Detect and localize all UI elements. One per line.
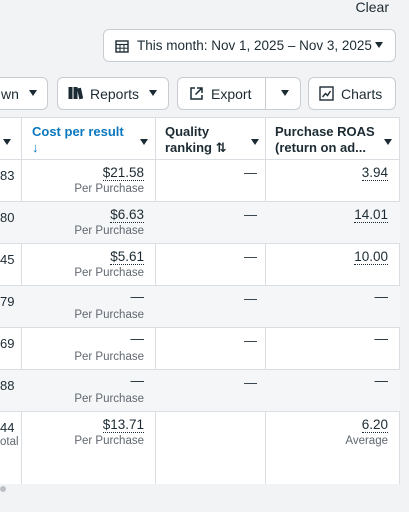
export-button[interactable]: Export xyxy=(177,77,301,110)
total-cost-type: Per Purchase xyxy=(74,435,144,447)
quality-ranking-value: — xyxy=(244,249,257,264)
export-divider xyxy=(265,78,266,109)
export-label: Export xyxy=(211,85,252,102)
quality-ranking-value: — xyxy=(244,207,257,222)
cost-per-result-type: Per Purchase xyxy=(74,309,144,321)
cost-per-result-type: Per Purchase xyxy=(74,351,144,363)
table-row[interactable]: 83 $21.58 Per Purchase — 3.94 xyxy=(0,159,400,201)
quality-ranking-value: — xyxy=(244,165,257,180)
breakdown-button[interactable]: wn xyxy=(0,77,48,110)
chart-icon xyxy=(319,86,334,101)
table-total-row: 44 otal $13.71 Per Purchase 6.20 Average xyxy=(0,411,400,453)
horizontal-scrollbar[interactable] xyxy=(0,486,6,492)
table-cell: 80 xyxy=(0,210,15,225)
purchase-roas-value: — xyxy=(374,373,389,388)
table-cell: 83 xyxy=(0,168,15,183)
table-row[interactable]: 45 $5.61 Per Purchase — 10.00 xyxy=(0,243,400,285)
sort-descending-icon: ↓ xyxy=(32,140,39,155)
breakdown-label: wn xyxy=(1,85,19,102)
table-row[interactable]: 80 $6.63 Per Purchase — 14.01 xyxy=(0,201,400,243)
column-header-label-line2: ranking ⇅ xyxy=(165,140,227,155)
reports-button[interactable]: Reports xyxy=(57,77,169,110)
column-header-quality-ranking[interactable]: Quality ranking ⇅ xyxy=(165,118,263,160)
cost-per-result-value[interactable]: $5.61 xyxy=(110,249,144,265)
chevron-down-icon[interactable] xyxy=(140,139,148,145)
column-header-cost-per-result[interactable]: Cost per result ↓ xyxy=(32,118,152,160)
cost-per-result-type: Per Purchase xyxy=(74,225,144,237)
purchase-roas-value[interactable]: 10.00 xyxy=(354,249,388,265)
total-label: otal xyxy=(0,436,19,448)
purchase-roas-value: — xyxy=(374,289,389,304)
cost-per-result-value[interactable]: $21.58 xyxy=(102,165,144,181)
chevron-down-icon[interactable] xyxy=(384,139,392,145)
export-icon xyxy=(190,87,203,100)
calendar-icon xyxy=(115,39,129,53)
date-range-picker[interactable]: This month: Nov 1, 2025 – Nov 3, 2025 xyxy=(103,29,396,62)
cost-per-result-value: — xyxy=(130,289,145,304)
table-row[interactable]: 79 — Per Purchase — — xyxy=(0,285,400,327)
cost-per-result-type: Per Purchase xyxy=(74,267,144,279)
quality-ranking-value: — xyxy=(244,291,257,306)
quality-ranking-value: — xyxy=(244,333,257,348)
chevron-down-icon xyxy=(149,90,157,96)
reports-icon xyxy=(68,87,83,100)
clear-button[interactable]: Clear xyxy=(355,0,389,15)
cost-per-result-type: Per Purchase xyxy=(74,393,144,405)
table-cell: 88 xyxy=(0,378,15,393)
column-header-label: Purchase ROAS xyxy=(275,124,375,139)
cost-per-result-value: — xyxy=(130,331,145,346)
table-row[interactable]: 69 — Per Purchase — — xyxy=(0,327,400,369)
table-cell: 45 xyxy=(0,252,15,267)
table-cell: 79 xyxy=(0,294,15,309)
reports-label: Reports xyxy=(90,85,140,102)
column-menu-chevron-icon[interactable] xyxy=(3,139,11,145)
total-purchase-roas[interactable]: 6.20 xyxy=(361,417,388,433)
column-header-label-line2: (return on ad... xyxy=(275,140,366,155)
date-range-label: This month: Nov 1, 2025 – Nov 3, 2025 xyxy=(137,38,372,53)
table-cell: 69 xyxy=(0,336,15,351)
cost-per-result-value: — xyxy=(130,373,145,388)
purchase-roas-value[interactable]: 3.94 xyxy=(361,165,388,181)
column-header-label: Quality xyxy=(165,124,210,139)
total-cell: 44 xyxy=(0,420,15,435)
purchase-roas-value[interactable]: 14.01 xyxy=(354,207,388,223)
charts-button[interactable]: Charts xyxy=(308,77,396,110)
cost-per-result-type: Per Purchase xyxy=(74,183,144,195)
table-row[interactable]: 88 — Per Purchase — — xyxy=(0,369,400,411)
chevron-down-icon[interactable] xyxy=(251,139,259,145)
column-header-label: Cost per result xyxy=(32,124,124,139)
column-header-purchase-roas[interactable]: Purchase ROAS (return on ad... xyxy=(275,118,399,160)
total-roas-label: Average xyxy=(345,435,388,447)
purchase-roas-value: — xyxy=(374,331,389,346)
quality-ranking-value: — xyxy=(244,375,257,390)
results-table: Cost per result ↓ Quality ranking ⇅ Purc… xyxy=(0,117,400,484)
total-cost-per-result[interactable]: $13.71 xyxy=(102,417,144,433)
cost-per-result-value[interactable]: $6.63 xyxy=(110,207,144,223)
chevron-down-icon xyxy=(29,90,37,96)
export-options-chevron-icon[interactable] xyxy=(281,90,289,96)
charts-label: Charts xyxy=(341,85,383,102)
chevron-down-icon xyxy=(375,42,383,48)
